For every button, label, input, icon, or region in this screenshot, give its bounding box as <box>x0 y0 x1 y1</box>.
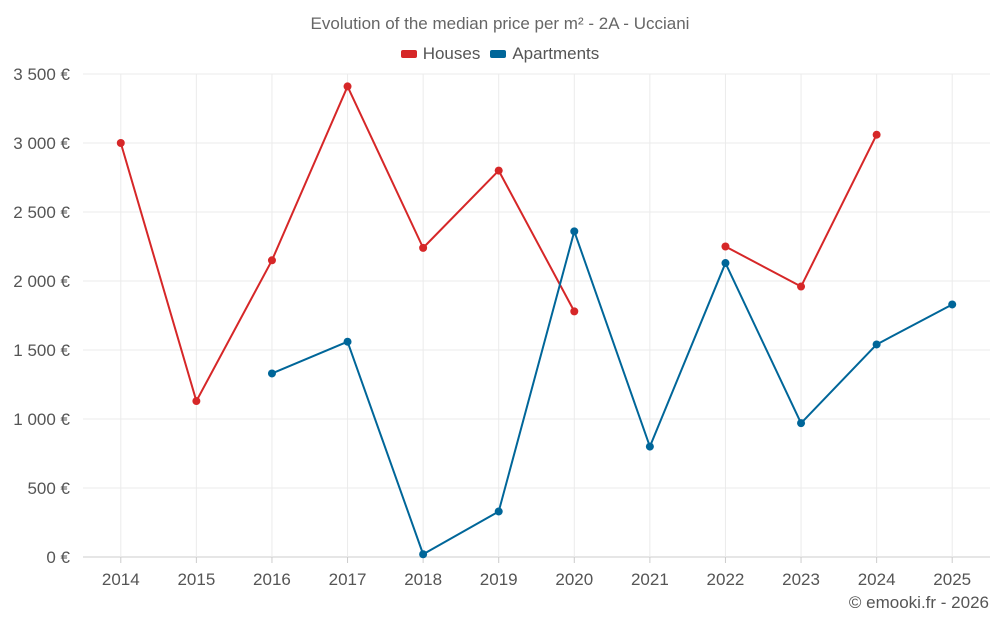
x-tick-label: 2016 <box>253 570 291 589</box>
legend-item-houses[interactable]: Houses <box>400 44 481 64</box>
data-point-houses <box>872 130 881 139</box>
data-point-apartments <box>267 369 276 378</box>
data-point-houses <box>343 82 352 91</box>
copyright-text: © emooki.fr - 2026 <box>848 593 989 612</box>
data-point-houses <box>192 397 201 406</box>
data-point-houses <box>797 282 806 291</box>
data-point-apartments <box>494 507 503 516</box>
data-point-apartments <box>570 227 579 236</box>
y-tick-label: 500 € <box>27 479 70 498</box>
data-point-apartments <box>645 442 654 451</box>
data-point-houses <box>494 166 503 175</box>
x-tick-label: 2025 <box>933 570 971 589</box>
data-point-houses <box>570 307 579 316</box>
x-tick-label: 2015 <box>177 570 215 589</box>
legend-label-houses: Houses <box>422 44 481 63</box>
x-tick-label: 2022 <box>707 570 745 589</box>
x-tick-label: 2021 <box>631 570 669 589</box>
y-tick-label: 2 500 € <box>13 203 70 222</box>
x-tick-label: 2024 <box>858 570 896 589</box>
data-point-houses <box>721 242 730 251</box>
y-tick-label: 2 000 € <box>13 272 70 291</box>
legend-item-apartments[interactable]: Apartments <box>490 44 599 64</box>
legend-swatch-apartments <box>490 50 507 58</box>
data-point-apartments <box>343 337 352 346</box>
chart-title: Evolution of the median price per m² - 2… <box>310 14 690 33</box>
x-tick-label: 2014 <box>102 570 140 589</box>
y-tick-label: 1 000 € <box>13 410 70 429</box>
data-point-apartments <box>948 300 957 309</box>
y-tick-label: 3 000 € <box>13 134 70 153</box>
data-point-apartments <box>872 340 881 349</box>
legend-label-apartments: Apartments <box>512 44 600 63</box>
series-line-apartments <box>271 230 953 556</box>
y-tick-label: 1 500 € <box>13 341 70 360</box>
x-tick-label: 2018 <box>404 570 442 589</box>
x-tick-label: 2017 <box>329 570 367 589</box>
y-tick-label: 3 500 € <box>13 65 70 84</box>
data-point-apartments <box>419 550 428 559</box>
data-point-apartments <box>721 259 730 268</box>
x-tick-label: 2019 <box>480 570 518 589</box>
data-point-houses <box>116 139 125 147</box>
y-tick-label: 0 € <box>46 548 70 567</box>
data-point-houses <box>419 243 428 252</box>
data-point-houses <box>267 256 276 265</box>
legend-swatch-houses <box>400 50 417 58</box>
legend: Houses Apartments <box>0 44 1000 64</box>
x-tick-label: 2023 <box>782 570 820 589</box>
data-point-apartments <box>797 419 806 428</box>
x-tick-label: 2020 <box>555 570 593 589</box>
